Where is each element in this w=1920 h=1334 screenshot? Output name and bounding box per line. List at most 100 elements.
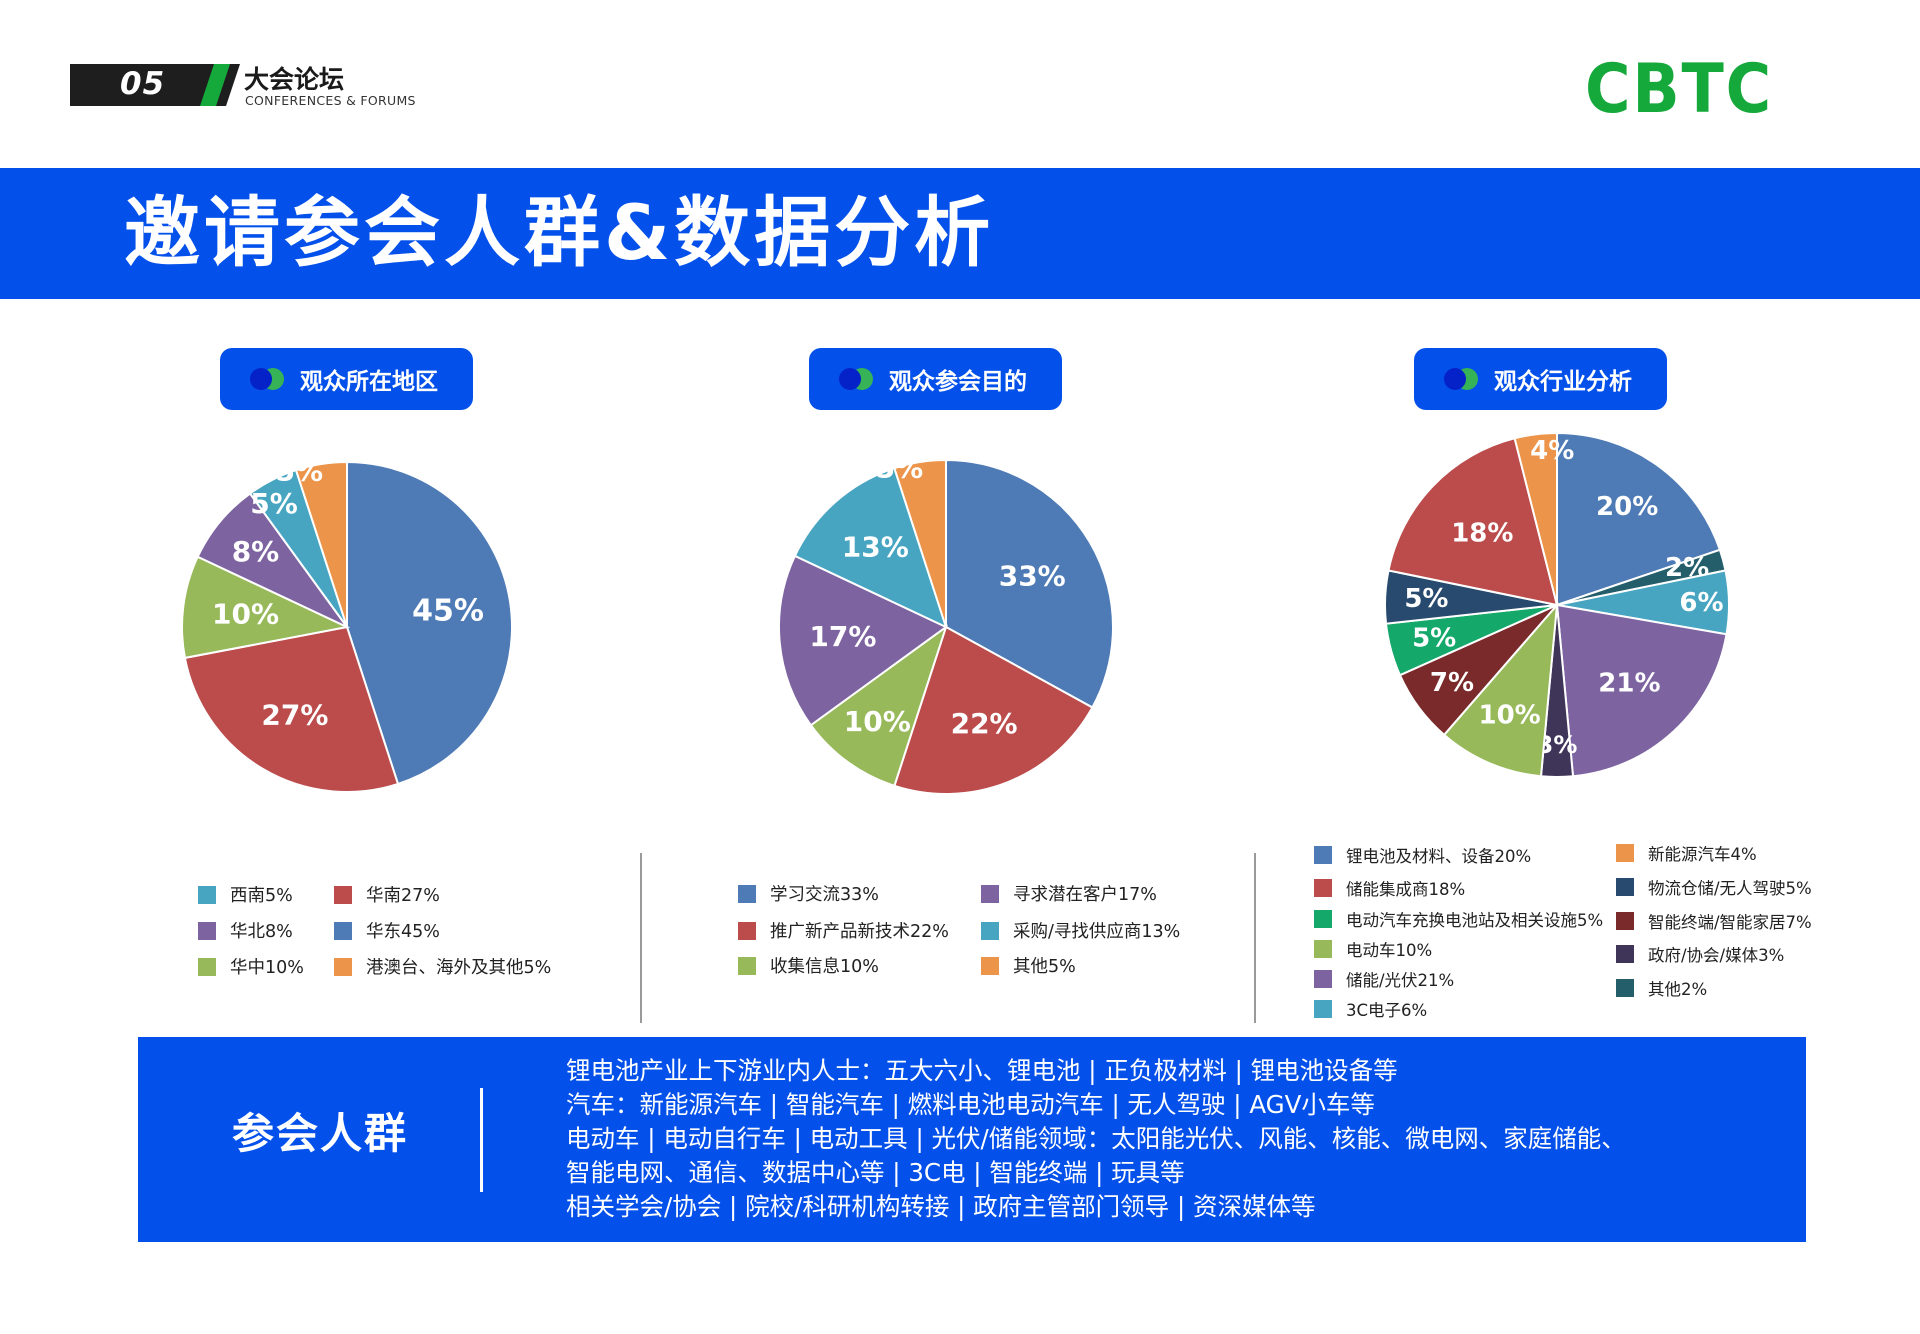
legend-item: 政府/协会/媒体3%: [1616, 942, 1784, 966]
legend-swatch: [198, 921, 216, 940]
legend-item: 新能源汽车4%: [1616, 841, 1757, 865]
legend-label: 智能终端/智能家居7%: [1648, 913, 1812, 932]
dots-icon: [1444, 368, 1488, 390]
pie-slice: [346, 460, 513, 786]
legend-item: 物流仓储/无人驾驶5%: [1616, 875, 1812, 899]
pie-data-label: 27%: [261, 699, 328, 732]
legend-label: 华北8%: [230, 922, 293, 942]
legend-item: 港澳台、海外及其他5%: [334, 954, 551, 979]
legend-label: 3C电子6%: [1346, 1001, 1428, 1020]
legend-swatch: [1314, 846, 1332, 864]
legend-swatch: [334, 885, 352, 904]
legend-item: 锂电池及材料、设备20%: [1314, 843, 1531, 867]
legend-item: 华东45%: [334, 918, 440, 943]
legend-label: 其他2%: [1648, 980, 1708, 999]
pie-chart-purpose: 33% 22% 10% 17% 13% 5%: [778, 451, 1113, 795]
pie-data-label: 13%: [842, 530, 909, 563]
legend-swatch: [738, 956, 756, 975]
pie-data-label: 10%: [1479, 701, 1541, 731]
section-title: 大会论坛: [244, 65, 345, 94]
pie-slice: [1555, 603, 1728, 778]
audience-list: 锂电池产业上下游业内人士：五大六小、锂电池 | 正负极材料 | 锂电池设备等 汽…: [566, 1054, 1626, 1224]
legend-item: 寻求潜在客户17%: [981, 881, 1157, 906]
pie-data-label: 7%: [1430, 668, 1474, 698]
legend-item: 储能集成商18%: [1314, 876, 1465, 900]
legend-label: 收集信息10%: [770, 957, 879, 977]
legend-divider: [1254, 853, 1256, 1023]
legend-swatch: [198, 957, 216, 976]
dots-icon: [839, 368, 883, 390]
chart-title-industry: 观众行业分析: [1414, 348, 1667, 410]
pie-data-label: 22%: [951, 707, 1018, 740]
audience-line: 相关学会/协会 | 院校/科研机构转接 | 政府主管部门领导 | 资深媒体等: [566, 1192, 1316, 1221]
legend-swatch: [334, 921, 352, 940]
audience-line: 电动车 | 电动自行车 | 电动工具 | 光伏/储能领域：太阳能光伏、风能、核能…: [566, 1124, 1626, 1153]
legend-label: 华东45%: [366, 922, 440, 942]
pie-slice: [1513, 431, 1558, 606]
pie-data-label: 5%: [876, 451, 924, 484]
audience-divider: [480, 1088, 483, 1192]
legend-label: 电动汽车充换电池站及相关设施5%: [1346, 911, 1604, 930]
chart-title-region-label: 观众所在地区: [300, 369, 438, 395]
legend-label: 政府/协会/媒体3%: [1648, 946, 1785, 965]
chart-title-purpose: 观众参会目的: [809, 348, 1062, 410]
legend-swatch: [198, 885, 216, 904]
legend-item: 电动车10%: [1314, 937, 1432, 961]
pie-data-label: 33%: [999, 559, 1066, 592]
pie-data-label: 21%: [1598, 668, 1660, 698]
pie-data-label: 18%: [1451, 519, 1513, 549]
legend-item: 3C电子6%: [1314, 997, 1427, 1021]
legend-swatch: [334, 957, 352, 976]
pie-slice: [1556, 431, 1722, 607]
legend-swatch: [1616, 979, 1634, 997]
legend-swatch: [981, 884, 999, 903]
legend-label: 新能源汽车4%: [1648, 845, 1757, 864]
legend-item: 学习交流33%: [738, 881, 879, 906]
chart-title-region: 观众所在地区: [220, 348, 473, 410]
pie-data-label: 6%: [1679, 588, 1723, 618]
audience-line: 汽车：新能源汽车 | 智能汽车 | 燃料电池电动汽车 | 无人驾驶 | AGV小…: [566, 1090, 1375, 1119]
legend-item: 华北8%: [198, 918, 293, 943]
legend-label: 西南5%: [230, 886, 293, 906]
audience-line: 锂电池产业上下游业内人士：五大六小、锂电池 | 正负极材料 | 锂电池设备等: [566, 1056, 1398, 1085]
legend-label: 学习交流33%: [770, 885, 879, 905]
pie-slice: [893, 625, 1094, 795]
pie-slice: [809, 624, 948, 788]
legend-label: 华中10%: [230, 958, 304, 978]
title-band: [0, 168, 1920, 299]
pie-slice: [1387, 437, 1559, 607]
legend-item: 智能终端/智能家居7%: [1616, 909, 1812, 933]
legend-label: 寻求潜在客户17%: [1013, 885, 1157, 905]
legend-label: 采购/寻找供应商13%: [1013, 922, 1181, 942]
legend-label: 推广新产品新技术22%: [770, 922, 949, 942]
legend-divider: [640, 853, 642, 1023]
section-subtitle: CONFERENCES & FORUMS: [245, 93, 416, 108]
legend-item: 推广新产品新技术22%: [738, 918, 949, 943]
legend-label: 储能/光伏21%: [1346, 971, 1455, 990]
legend-item: 华中10%: [198, 954, 304, 979]
pie-data-label: 20%: [1596, 492, 1658, 522]
legend-label: 物流仓储/无人驾驶5%: [1648, 879, 1812, 898]
legend-swatch: [738, 884, 756, 903]
legend-item: 采购/寻找供应商13%: [981, 918, 1180, 943]
pie-data-label: 5%: [250, 487, 298, 520]
pie-chart-industry: 20%2%6%21%3%10%7%5%5%18%4%: [1384, 431, 1730, 779]
legend-label: 其他5%: [1013, 957, 1076, 977]
legend-item: 西南5%: [198, 882, 293, 907]
legend-item: 其他5%: [981, 953, 1076, 978]
legend-swatch: [1314, 970, 1332, 988]
legend-swatch: [1616, 844, 1634, 862]
audience-line: 智能电网、通信、数据中心等 | 3C电 | 智能终端 | 玩具等: [566, 1158, 1185, 1187]
pie-slice: [294, 460, 348, 628]
legend-label: 锂电池及材料、设备20%: [1346, 847, 1532, 866]
pie-slice: [181, 555, 351, 660]
pie-data-label: 5%: [1412, 623, 1456, 653]
page-title: 邀请参会人群&数据分析: [124, 188, 995, 277]
pie-slice: [778, 554, 948, 727]
pie-data-label: 45%: [412, 593, 484, 628]
legend-swatch: [1314, 910, 1332, 928]
legend-swatch: [1314, 940, 1332, 958]
legend-swatch: [1314, 1000, 1332, 1018]
legend-item: 其他2%: [1616, 976, 1707, 1000]
audience-panel: [138, 1037, 1806, 1242]
